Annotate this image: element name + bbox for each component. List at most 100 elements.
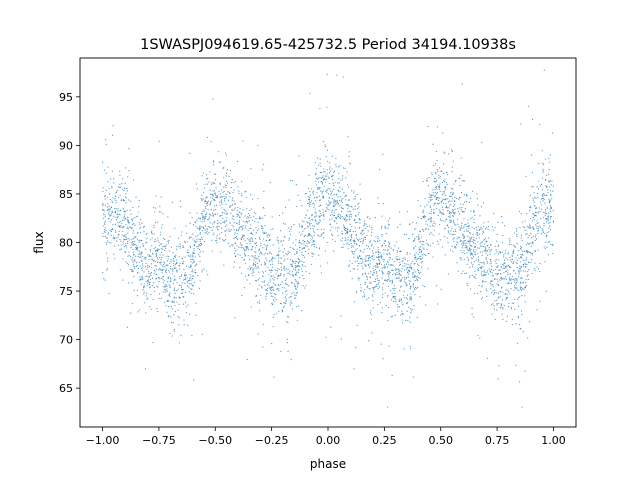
data-point xyxy=(213,232,215,234)
data-point xyxy=(103,169,105,171)
data-point xyxy=(174,256,177,258)
data-point xyxy=(233,237,235,239)
data-point xyxy=(370,245,373,247)
data-point xyxy=(376,277,378,279)
data-point xyxy=(471,190,473,192)
data-point xyxy=(282,240,285,242)
data-point xyxy=(339,165,341,167)
data-point xyxy=(399,263,402,266)
data-point xyxy=(399,269,401,272)
data-point xyxy=(537,268,540,270)
data-point xyxy=(477,256,479,258)
data-point xyxy=(202,210,204,213)
data-point xyxy=(191,269,194,271)
data-point xyxy=(294,284,296,286)
data-point xyxy=(116,214,118,216)
data-point xyxy=(190,258,192,260)
data-point xyxy=(541,197,544,200)
data-point xyxy=(401,322,404,324)
data-point xyxy=(184,291,187,293)
data-point xyxy=(531,154,533,156)
data-point xyxy=(150,231,153,234)
data-point xyxy=(550,207,553,209)
data-point xyxy=(194,265,196,267)
data-point xyxy=(514,283,517,285)
data-point xyxy=(187,304,189,306)
data-point xyxy=(331,175,333,177)
data-point xyxy=(328,196,330,198)
data-point xyxy=(155,240,157,242)
data-point xyxy=(352,268,354,270)
data-point xyxy=(280,350,282,352)
data-point xyxy=(283,305,286,307)
data-point xyxy=(487,221,489,223)
data-point xyxy=(433,234,435,237)
data-point xyxy=(438,209,440,211)
data-point xyxy=(501,263,504,265)
data-point xyxy=(383,259,385,261)
data-point xyxy=(265,295,267,297)
data-point xyxy=(176,282,178,284)
data-point xyxy=(240,238,242,240)
data-point xyxy=(157,311,159,313)
data-point xyxy=(202,226,204,228)
data-point xyxy=(334,204,336,206)
data-point xyxy=(135,246,137,249)
data-point xyxy=(217,229,219,231)
data-point xyxy=(447,201,450,203)
data-point xyxy=(539,185,541,187)
data-point xyxy=(114,208,116,210)
data-point xyxy=(131,303,134,305)
data-point xyxy=(353,251,355,253)
data-point xyxy=(195,302,197,304)
data-point xyxy=(470,262,473,264)
data-point xyxy=(127,219,129,222)
data-point xyxy=(404,279,406,281)
data-point xyxy=(344,230,346,232)
data-point xyxy=(511,324,514,326)
data-point xyxy=(169,292,171,294)
data-point xyxy=(350,216,353,218)
data-point xyxy=(389,271,391,274)
data-point xyxy=(536,193,539,195)
data-point xyxy=(185,232,188,234)
data-point xyxy=(162,254,164,256)
data-point xyxy=(425,228,427,230)
data-point xyxy=(253,267,255,269)
data-point xyxy=(308,200,311,202)
data-point xyxy=(290,259,292,261)
data-point xyxy=(107,233,109,235)
data-point xyxy=(371,243,373,246)
data-point xyxy=(517,316,519,318)
data-point xyxy=(173,287,176,289)
data-point xyxy=(150,274,152,276)
data-point xyxy=(525,175,527,177)
data-point xyxy=(124,217,126,219)
data-point xyxy=(392,300,395,302)
data-point xyxy=(135,247,138,250)
data-point xyxy=(436,191,439,193)
data-point xyxy=(373,287,375,289)
data-point xyxy=(114,237,116,239)
data-point xyxy=(490,288,492,290)
data-point xyxy=(348,215,351,217)
data-point xyxy=(513,260,515,263)
data-point xyxy=(488,248,490,251)
data-point xyxy=(463,194,466,196)
data-point xyxy=(428,218,430,220)
data-point xyxy=(311,219,314,221)
data-point xyxy=(436,126,439,128)
data-point xyxy=(166,285,168,287)
data-point xyxy=(353,239,356,241)
data-point xyxy=(475,274,477,276)
data-point xyxy=(138,261,140,263)
data-point xyxy=(202,230,204,232)
data-point xyxy=(439,218,441,220)
data-point xyxy=(258,249,260,252)
data-point xyxy=(328,182,330,185)
data-point xyxy=(203,220,206,222)
data-point xyxy=(351,190,353,192)
data-point xyxy=(258,216,261,218)
data-point xyxy=(130,213,132,215)
data-point xyxy=(359,255,361,257)
